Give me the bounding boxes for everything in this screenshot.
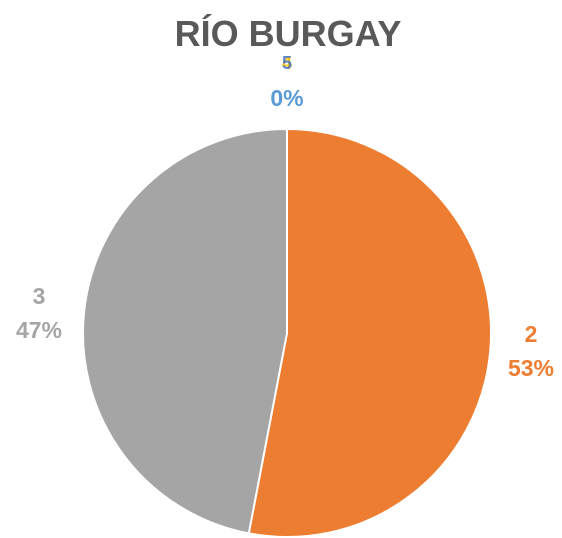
pie-data-labels: 0% 2 53% 3 47% 45 <box>16 53 554 381</box>
data-label-percent-3: 47% <box>16 317 62 343</box>
data-label-category-2: 2 <box>525 321 538 347</box>
pie-slice-3 <box>82 127 288 535</box>
data-label-category-5: 5 <box>282 53 292 73</box>
data-label-category-3: 3 <box>33 283 46 309</box>
data-label-percent-2: 53% <box>508 355 554 381</box>
pie-slice-2 <box>247 127 492 538</box>
chart-title: RÍO BURGAY <box>175 13 402 54</box>
data-label-percent-1: 0% <box>270 85 303 111</box>
data-label-category-4: 4 <box>282 53 292 73</box>
pie-slices <box>82 127 492 538</box>
